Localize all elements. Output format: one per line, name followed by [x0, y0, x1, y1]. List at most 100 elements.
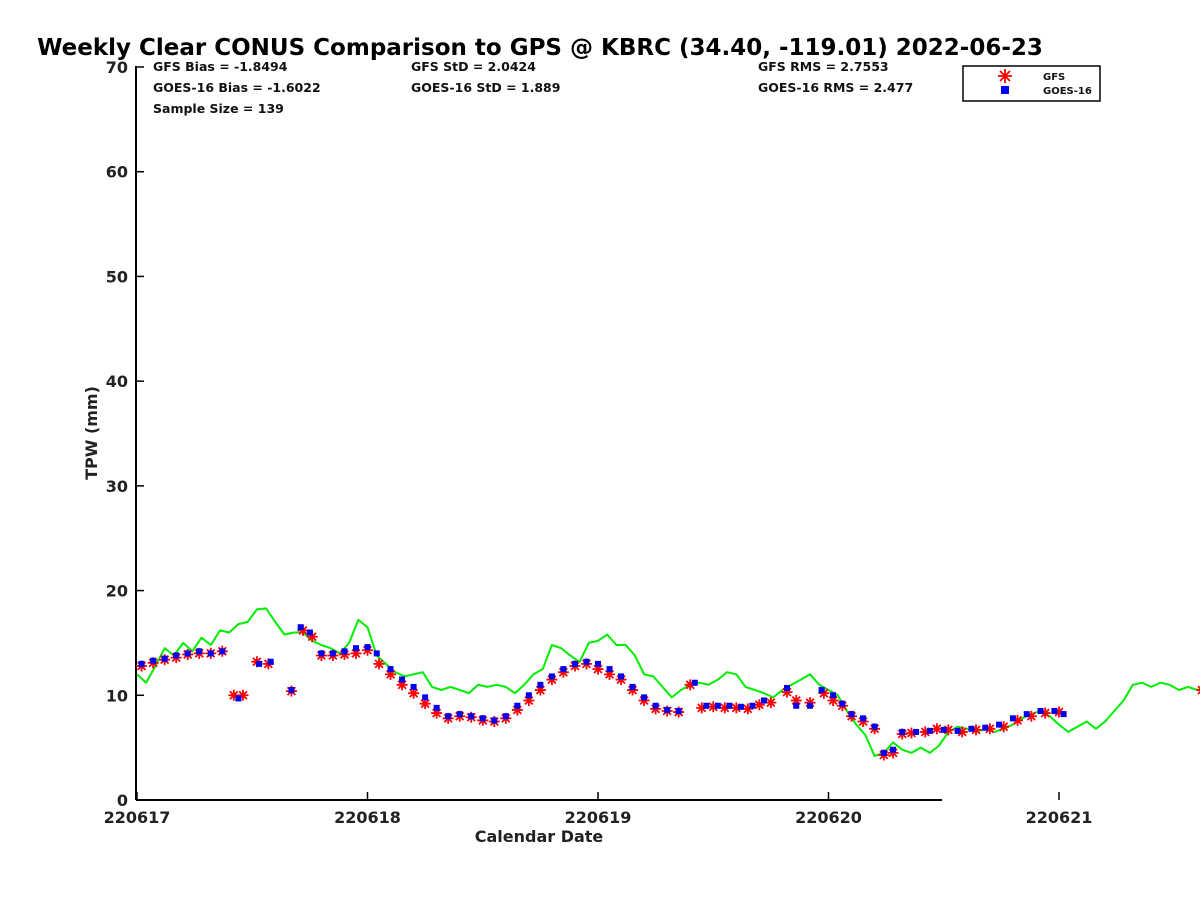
goes16-point — [583, 658, 590, 665]
goes16-point — [618, 673, 625, 680]
gfs-point — [362, 644, 373, 656]
goes16-point — [749, 702, 756, 709]
goes16-point — [341, 648, 348, 655]
goes16-point — [830, 692, 837, 699]
gfs-point — [627, 684, 639, 696]
goes16-point — [399, 676, 406, 683]
gfs-point — [592, 663, 604, 675]
goes16-point — [329, 650, 336, 657]
gfs-point — [998, 721, 1010, 733]
x-tick-label: 220617 — [104, 808, 171, 827]
goes16-point — [726, 702, 733, 709]
goes16-point — [138, 660, 145, 667]
goes16-point — [207, 650, 214, 657]
goes16-point — [880, 749, 887, 756]
goes16-point — [1023, 711, 1030, 718]
goes16-point — [629, 683, 636, 690]
goes16-point — [387, 666, 394, 673]
goes16-point — [352, 645, 359, 652]
gfs-point — [1025, 710, 1037, 722]
gps-line — [136, 607, 1200, 757]
x-axis-label: Calendar Date — [475, 827, 604, 846]
goes16-point — [737, 703, 744, 710]
gfs-point — [707, 701, 719, 713]
goes16-point — [595, 660, 601, 667]
goes16-point — [913, 728, 920, 735]
gfs-point — [1039, 707, 1051, 719]
gfs-point — [790, 695, 802, 707]
goes16-point — [433, 704, 440, 711]
goes16-point — [1060, 711, 1067, 718]
gfs-point — [887, 747, 899, 759]
goes16-point — [848, 711, 855, 718]
gfs-point — [385, 668, 397, 680]
gfs-point — [781, 686, 793, 698]
goes16-point — [968, 725, 975, 732]
goes16-point — [818, 687, 825, 694]
goes16-point — [479, 715, 486, 722]
goes16-point — [219, 648, 226, 655]
gfs-point — [615, 674, 627, 686]
goes16-point — [1051, 707, 1058, 714]
goes16-point — [318, 650, 325, 657]
gfs-point — [742, 703, 754, 715]
gfs-point — [765, 697, 777, 709]
gfs-point — [827, 695, 839, 707]
gfs-point — [297, 624, 309, 636]
y-tick-label: 30 — [106, 477, 128, 496]
goes16-point — [514, 702, 521, 709]
y-tick-label: 0 — [117, 791, 128, 810]
goes16-point — [410, 683, 417, 690]
goes16-point — [373, 650, 380, 657]
y-tick-label: 20 — [106, 582, 128, 601]
gfs-point — [1053, 706, 1065, 718]
y-tick-label: 40 — [106, 372, 128, 391]
goes16-point — [161, 655, 168, 662]
gfs-point — [804, 697, 816, 709]
stat-text: Sample Size = 139 — [153, 101, 284, 116]
gfs-point — [919, 726, 931, 738]
x-tick-label: 220620 — [795, 808, 862, 827]
goes16-point — [890, 746, 897, 753]
gfs-point — [511, 704, 523, 716]
gfs-point — [419, 698, 431, 710]
goes16-point — [675, 707, 682, 714]
goes16-point — [422, 694, 429, 701]
goes16-point — [445, 713, 452, 720]
goes16-point — [871, 723, 878, 730]
goes16-point — [525, 692, 532, 699]
goes16-point — [940, 726, 947, 733]
legend-goes16-label: GOES-16 — [1043, 86, 1092, 97]
gfs-point — [604, 668, 616, 680]
goes16-point — [652, 702, 659, 709]
gfs-point — [684, 679, 696, 691]
goes16-point — [1009, 715, 1016, 722]
gfs-point — [350, 647, 362, 659]
stat-text: GFS RMS = 2.7553 — [758, 59, 889, 74]
stat-text: GOES-16 RMS = 2.477 — [758, 80, 913, 95]
gfs-point — [1012, 714, 1024, 726]
goes16-point — [839, 700, 846, 707]
goes16-point — [899, 728, 906, 735]
gfs-point — [1196, 685, 1200, 695]
gfs-point — [396, 679, 408, 691]
goes16-point — [1037, 707, 1044, 714]
goes16-point — [184, 650, 191, 657]
goes16-point — [703, 702, 710, 709]
gfs-point — [650, 703, 662, 715]
legend-gfs-label: GFS — [1043, 72, 1065, 83]
goes16-point — [468, 713, 475, 720]
goes16-point — [664, 706, 671, 713]
goes16-point — [793, 702, 800, 709]
x-axis-ticks: 2206172206182206192206202206212206222206… — [104, 792, 1092, 827]
gfs-point — [696, 702, 708, 714]
goes16-point — [641, 694, 648, 701]
chart-title: Weekly Clear CONUS Comparison to GPS @ K… — [37, 35, 1043, 61]
gfs-point — [546, 674, 558, 686]
y-tick-label: 50 — [106, 267, 128, 286]
legend-box — [962, 65, 1101, 102]
stat-text: GFS Bias = -1.8494 — [153, 59, 288, 74]
stat-text: GOES-16 StD = 1.889 — [411, 80, 560, 95]
goes16-point — [807, 702, 814, 709]
goes16-point — [173, 652, 180, 659]
